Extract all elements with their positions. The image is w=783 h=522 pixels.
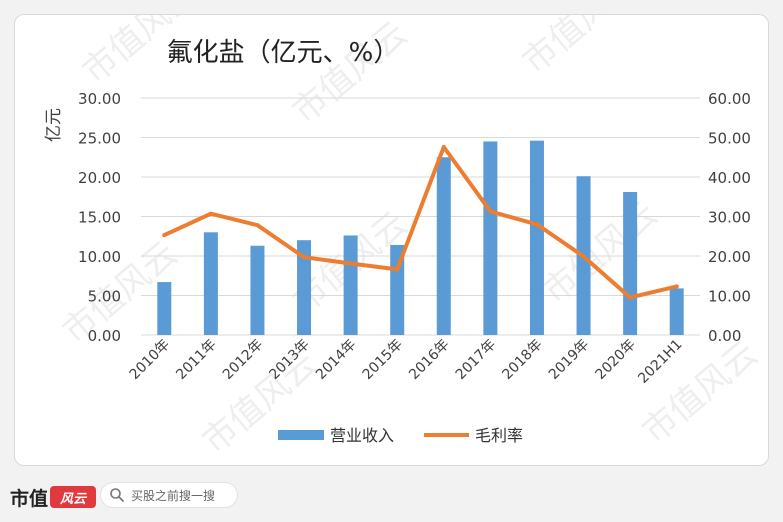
brand-logo[interactable]: 市值 风云 [10, 484, 97, 510]
x-tick-label: 2014年 [313, 337, 359, 383]
legend-swatch-bar [278, 430, 324, 440]
y2-tick-label: 20.00 [708, 248, 751, 266]
bar [203, 232, 218, 335]
line-point [395, 267, 400, 272]
bar [297, 240, 312, 335]
line-point [674, 284, 679, 289]
line-point [628, 295, 633, 300]
bar [343, 235, 358, 335]
y2-tick-label: 60.00 [708, 90, 751, 108]
line-point [208, 211, 213, 216]
line-point [581, 254, 586, 259]
y-tick-label: 20.00 [78, 169, 121, 187]
search-icon [109, 487, 125, 503]
x-tick-label: 2020年 [593, 337, 639, 383]
x-tick-label: 2015年 [360, 337, 406, 383]
bar [529, 140, 544, 335]
x-tick-label: 2010年 [127, 337, 173, 383]
watermark-text: 市值风云 [515, 15, 645, 82]
footer-bar: 市值 风云 买股之前搜一搜 [0, 472, 783, 522]
line-point [534, 222, 539, 227]
watermark-text: 市值风云 [285, 15, 415, 132]
chart-card: 市值风云市值风云市值风云市值风云市值风云市值风云市值风云市值风云氟化盐（亿元、%… [14, 14, 769, 466]
watermark-text: 市值风云 [195, 344, 325, 462]
y-axis-label: 亿元 [44, 108, 64, 142]
x-tick-label: 2018年 [499, 337, 545, 383]
bar [483, 141, 498, 335]
y-tick-label: 30.00 [78, 90, 121, 108]
brand-text: 市值 [10, 487, 49, 510]
bar [436, 157, 451, 335]
x-tick-label: 2011年 [173, 337, 219, 383]
watermark-text: 市值风云 [635, 334, 765, 452]
legend-label-line: 毛利率 [475, 426, 523, 445]
x-tick-label: 2016年 [406, 337, 452, 383]
line-point [162, 233, 167, 238]
bar [623, 192, 638, 335]
y2-tick-label: 0.00 [708, 327, 741, 345]
y2-tick-label: 40.00 [708, 169, 751, 187]
bar [250, 245, 265, 335]
line-point [302, 255, 307, 260]
line-point [255, 223, 260, 228]
x-tick-label: 2021H1 [635, 337, 685, 387]
brand-mark: 风云 [50, 486, 97, 508]
x-tick-label: 2012年 [220, 337, 266, 383]
y-tick-label: 25.00 [78, 130, 121, 148]
search-placeholder: 买股之前搜一搜 [131, 488, 216, 503]
legend: 营业收入 毛利率 [278, 426, 523, 445]
line-series-margin [162, 145, 679, 300]
line-point [441, 144, 446, 149]
y-tick-label: 15.00 [78, 209, 121, 227]
line-point [348, 261, 353, 266]
y2-tick-label: 50.00 [708, 130, 751, 148]
y-tick-label: 0.00 [88, 327, 121, 345]
y-tick-label: 10.00 [78, 248, 121, 266]
chart-title: 氟化盐（亿元、%） [167, 38, 400, 68]
bar [669, 288, 684, 335]
search-box[interactable]: 买股之前搜一搜 [100, 482, 238, 508]
y2-tick-label: 30.00 [708, 209, 751, 227]
y-tick-label: 5.00 [88, 288, 121, 306]
x-tick-label: 2017年 [453, 337, 499, 383]
x-tick-label: 2019年 [546, 337, 592, 383]
chart: 市值风云市值风云市值风云市值风云市值风云市值风云市值风云市值风云氟化盐（亿元、%… [44, 15, 765, 462]
legend-label-bar: 营业收入 [330, 426, 394, 445]
bar [157, 282, 172, 335]
y2-tick-label: 10.00 [708, 288, 751, 306]
line-point [488, 209, 493, 214]
